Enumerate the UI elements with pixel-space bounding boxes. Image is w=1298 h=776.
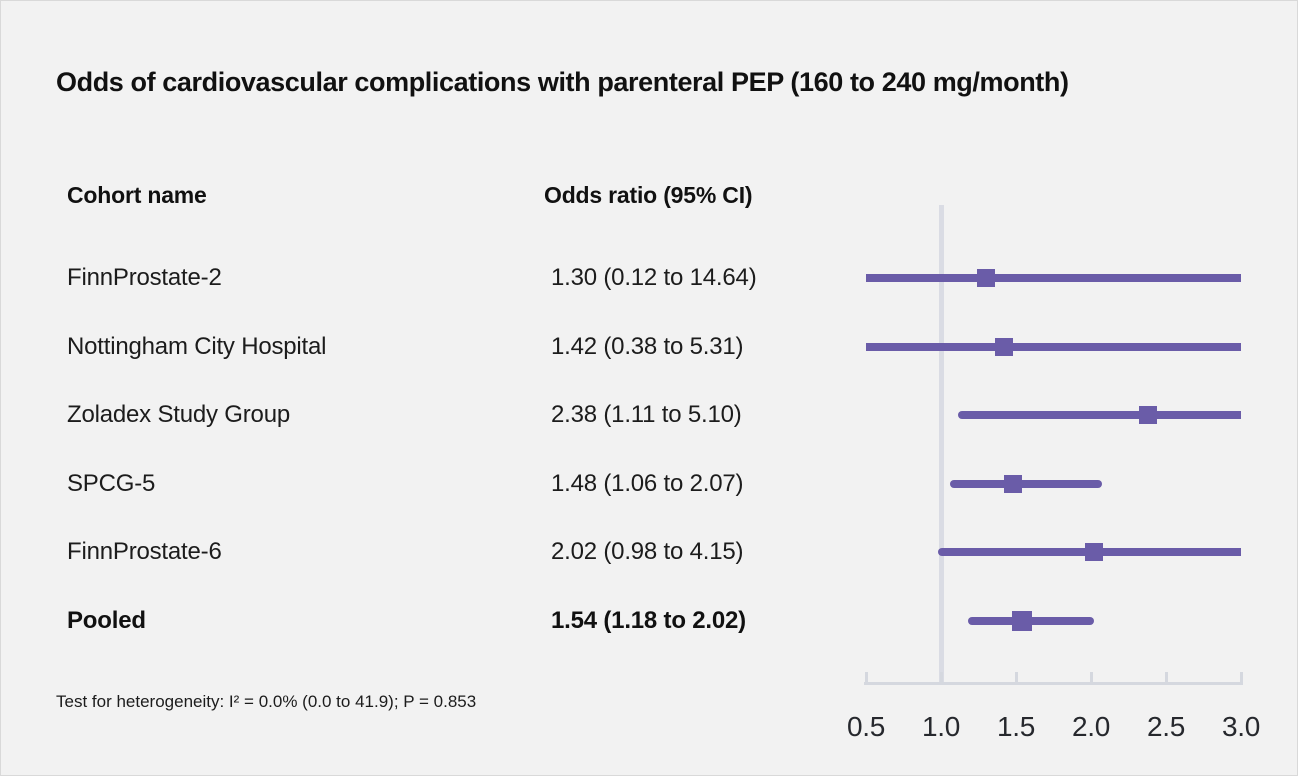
cohort-label: Pooled bbox=[67, 607, 146, 634]
x-axis-tick bbox=[864, 672, 868, 684]
x-axis-tick bbox=[1164, 672, 1168, 684]
chart-title: Odds of cardiovascular complications wit… bbox=[56, 67, 1069, 97]
reference-line bbox=[938, 205, 944, 684]
confidence-interval-bar bbox=[957, 411, 1241, 419]
cohort-label: Zoladex Study Group bbox=[67, 401, 290, 428]
x-axis-line bbox=[864, 682, 1243, 685]
x-axis-tick-label: 2.0 bbox=[1071, 711, 1111, 742]
x-axis-tick-label: 0.5 bbox=[846, 711, 886, 742]
x-axis-tick-label: 2.5 bbox=[1146, 711, 1186, 742]
confidence-interval-bar bbox=[950, 480, 1102, 488]
confidence-interval-bar bbox=[866, 343, 1241, 351]
point-estimate-marker bbox=[1004, 475, 1022, 493]
point-estimate-marker bbox=[977, 269, 995, 287]
x-axis-tick-label: 3.0 bbox=[1221, 711, 1261, 742]
odds-ratio-value: 1.48 (1.06 to 2.07) bbox=[551, 470, 744, 497]
cohort-label: Nottingham City Hospital bbox=[67, 333, 327, 360]
column-header-odds-ratio: Odds ratio (95% CI) bbox=[544, 182, 753, 208]
column-header-cohort: Cohort name bbox=[67, 182, 207, 208]
odds-ratio-value: 2.02 (0.98 to 4.15) bbox=[551, 538, 744, 565]
odds-ratio-value: 2.38 (1.11 to 5.10) bbox=[551, 401, 742, 428]
point-estimate-marker bbox=[1085, 543, 1103, 561]
cohort-label: FinnProstate-2 bbox=[67, 264, 222, 291]
point-estimate-marker bbox=[1139, 406, 1157, 424]
point-estimate-marker bbox=[995, 338, 1013, 356]
point-estimate-marker bbox=[1012, 611, 1032, 631]
confidence-interval-bar bbox=[866, 274, 1241, 282]
odds-ratio-value: 1.54 (1.18 to 2.02) bbox=[551, 607, 746, 634]
heterogeneity-footnote: Test for heterogeneity: I² = 0.0% (0.0 t… bbox=[56, 692, 477, 711]
odds-ratio-value: 1.30 (0.12 to 14.64) bbox=[551, 264, 757, 291]
cohort-label: FinnProstate-6 bbox=[67, 538, 222, 565]
x-axis-tick bbox=[939, 672, 943, 684]
x-axis-tick-label: 1.5 bbox=[996, 711, 1036, 742]
odds-ratio-value: 1.42 (0.38 to 5.31) bbox=[551, 333, 744, 360]
x-axis-tick-label: 1.0 bbox=[921, 711, 961, 742]
x-axis-tick bbox=[1014, 672, 1018, 684]
cohort-label: SPCG-5 bbox=[67, 470, 156, 497]
x-axis-tick bbox=[1089, 672, 1093, 684]
x-axis-tick bbox=[1239, 672, 1243, 684]
